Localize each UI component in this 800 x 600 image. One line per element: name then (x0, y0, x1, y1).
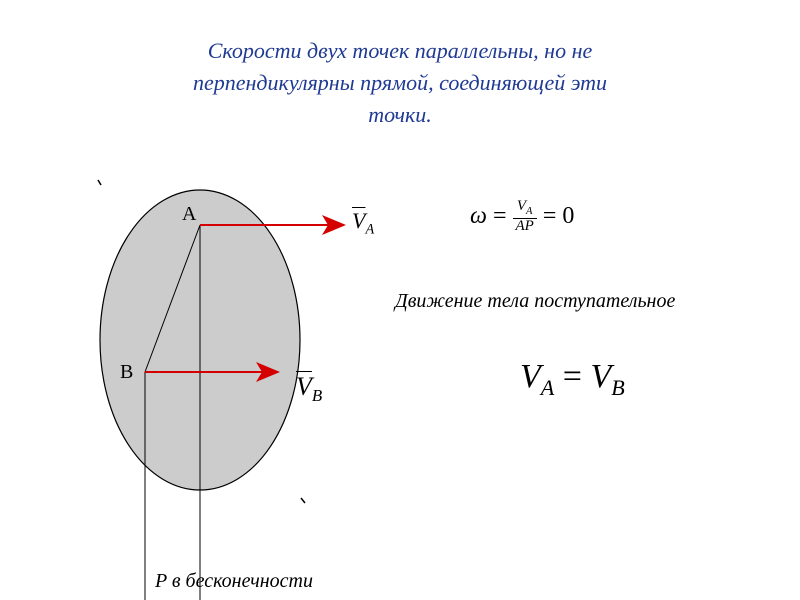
eq-rhs-v: V (590, 358, 611, 395)
omega-zero: 0 (562, 203, 574, 229)
vb-sub: B (312, 386, 322, 405)
tick-mark-2 (301, 498, 305, 503)
point-a-label: A (182, 203, 197, 225)
formula-va-eq-vb: VA = VB (520, 358, 625, 401)
eq-sign: = (563, 358, 591, 395)
label-vb: V.B (296, 372, 322, 406)
point-b-label: B (120, 361, 133, 383)
omega-num-sub: A (526, 206, 532, 217)
omega-num-v: V (517, 198, 526, 214)
va-v: V (352, 208, 365, 233)
eq-rhs-sub: B (611, 375, 625, 400)
omega-eq2: = (543, 203, 563, 229)
va-sub: A (365, 221, 374, 237)
tick-mark-1 (98, 180, 101, 185)
omega-symbol: ω (470, 203, 487, 229)
label-va: V.A (352, 208, 374, 238)
eq-lhs-v: V (520, 358, 541, 395)
omega-den: AP (513, 219, 537, 234)
motion-caption: Движение тела поступательное (395, 290, 675, 313)
omega-eq1: = (493, 203, 513, 229)
formula-omega: ω = VA AP = 0 (470, 200, 574, 235)
eq-lhs-sub: A (541, 375, 555, 400)
vb-v: V (296, 372, 312, 401)
p-infinity-caption: P в бесконечности (155, 570, 313, 593)
